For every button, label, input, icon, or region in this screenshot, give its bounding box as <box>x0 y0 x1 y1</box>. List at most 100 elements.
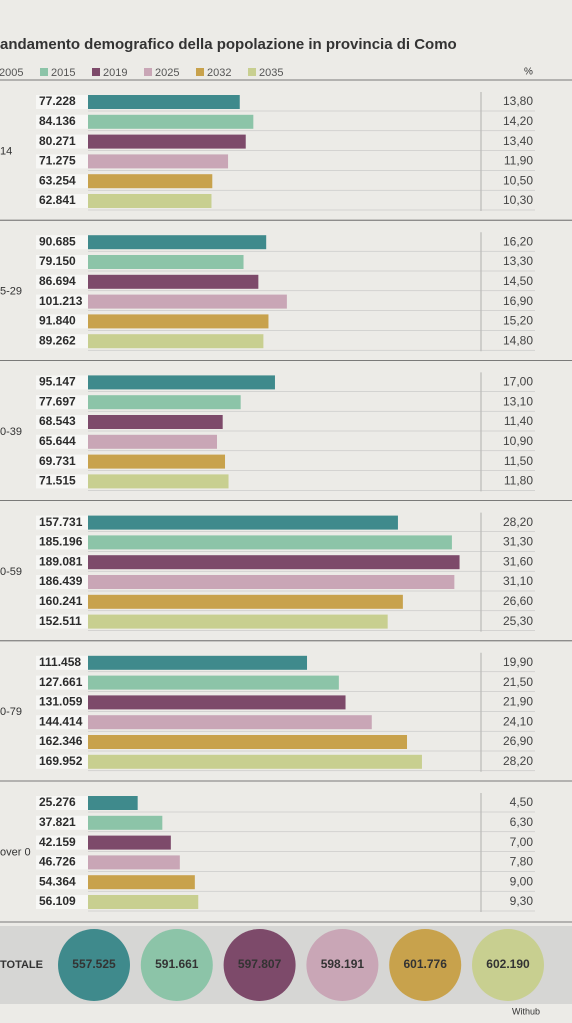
label-box <box>36 835 88 850</box>
group-label: 0-39 <box>0 426 22 438</box>
bar-value-label: 62.841 <box>39 193 76 207</box>
share-label: 25,30 <box>503 614 533 628</box>
label-box <box>36 114 88 129</box>
label-box <box>36 614 88 629</box>
label-box <box>36 735 88 749</box>
bar <box>88 675 339 690</box>
bar <box>88 474 229 489</box>
legend-swatch <box>92 68 100 76</box>
group-label: 5-29 <box>0 286 22 298</box>
total-label: 591.661 <box>155 957 199 971</box>
bar <box>88 695 346 710</box>
share-label: 13,10 <box>503 394 533 408</box>
bar-value-label: 101.213 <box>39 294 83 308</box>
share-label: 9,00 <box>510 874 534 888</box>
share-label: 14,20 <box>503 114 533 128</box>
bar-value-label: 71.515 <box>39 474 76 488</box>
bar <box>88 735 408 749</box>
bar <box>88 415 223 429</box>
bar <box>88 274 259 289</box>
bar-value-label: 42.159 <box>39 835 76 849</box>
bar <box>88 555 460 570</box>
legend-label: 2032 <box>207 67 231 79</box>
bar <box>88 235 267 250</box>
label-box <box>36 194 88 208</box>
bar <box>88 95 240 109</box>
share-label: 28,20 <box>503 515 533 529</box>
label-box <box>36 294 88 309</box>
share-label: 11,90 <box>504 154 533 168</box>
bar <box>88 535 452 550</box>
group-label: 14 <box>0 145 12 157</box>
share-label: 26,60 <box>503 594 533 608</box>
label-box <box>36 754 88 769</box>
share-label: 31,10 <box>503 574 533 588</box>
bar-value-label: 71.275 <box>39 154 76 168</box>
chart-title: andamento demografico della popolazione … <box>0 36 457 53</box>
group-label: 0-59 <box>0 566 22 578</box>
share-label: 10,90 <box>503 434 533 448</box>
label-box <box>36 535 88 550</box>
legend-swatch <box>196 68 204 76</box>
legend-label: 2005 <box>0 67 23 79</box>
share-label: 11,50 <box>504 454 533 468</box>
label-box <box>36 134 88 149</box>
bar <box>88 154 229 169</box>
label-box <box>36 474 88 489</box>
bar <box>88 835 171 850</box>
bar-value-label: 37.821 <box>39 815 76 829</box>
label-box <box>36 395 88 410</box>
bar <box>88 715 372 730</box>
share-label: 9,30 <box>510 894 534 908</box>
bar <box>88 255 244 269</box>
bar-value-label: 160.241 <box>39 594 83 608</box>
share-label: 14,80 <box>503 333 533 347</box>
bar <box>88 875 195 890</box>
label-box <box>36 675 88 690</box>
share-label: 11,80 <box>504 474 533 488</box>
bar <box>88 796 138 810</box>
bar-value-label: 63.254 <box>39 173 76 187</box>
bar-value-label: 169.952 <box>39 754 83 768</box>
legend-label: 2025 <box>155 67 179 79</box>
label-box <box>36 95 88 109</box>
bar-value-label: 65.644 <box>39 434 76 448</box>
bar-value-label: 89.262 <box>39 333 76 347</box>
bar-value-label: 127.661 <box>39 675 83 689</box>
bar-value-label: 162.346 <box>39 734 83 748</box>
share-label: 16,90 <box>503 294 533 308</box>
share-label: 28,20 <box>503 754 533 768</box>
share-label: 17,00 <box>503 375 533 389</box>
label-box <box>36 575 88 589</box>
label-box <box>36 415 88 429</box>
totals-label: TOTALE <box>0 959 43 971</box>
bar-value-label: 185.196 <box>39 535 83 549</box>
share-label: 19,90 <box>503 655 533 669</box>
legend-swatch <box>40 68 48 76</box>
bar-value-label: 189.081 <box>39 554 83 568</box>
label-box <box>36 515 88 530</box>
bar-value-label: 91.840 <box>39 314 76 328</box>
legend-label: 2015 <box>51 67 75 79</box>
legend-swatch <box>248 68 256 76</box>
total-circle <box>389 929 462 1001</box>
bar <box>88 334 264 349</box>
bar-value-label: 69.731 <box>39 454 76 468</box>
label-box <box>36 695 88 710</box>
bar <box>88 655 308 670</box>
bar-value-label: 144.414 <box>39 714 83 728</box>
share-label: 7,00 <box>510 835 534 849</box>
bar <box>88 594 403 609</box>
label-box <box>36 314 88 329</box>
label-box <box>36 454 88 469</box>
label-box <box>36 375 88 390</box>
bar-value-label: 157.731 <box>39 515 83 529</box>
bar <box>88 515 398 530</box>
legend-label: 2019 <box>103 67 127 79</box>
bar <box>88 194 212 208</box>
label-box <box>36 334 88 349</box>
bar-value-label: 68.543 <box>39 414 76 428</box>
bar-value-label: 77.228 <box>39 94 76 108</box>
